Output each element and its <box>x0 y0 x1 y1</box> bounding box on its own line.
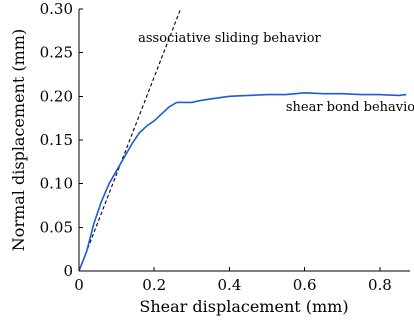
y-axis-title: Normal displacement (mm) <box>9 29 28 251</box>
y-tick-label: 0.15 <box>40 131 73 149</box>
x-tick-label: 0 <box>74 276 84 294</box>
y-tick-label: 0 <box>63 262 73 280</box>
y-tick-label: 0.25 <box>40 44 73 62</box>
y-tick-label: 0.20 <box>40 87 73 105</box>
y-ticks: 0 0.05 0.10 0.15 0.20 0.25 0.30 <box>40 0 83 280</box>
annotation-shear_bond: shear bond behavior <box>286 100 414 115</box>
x-ticks: 0 0.2 0.4 0.6 0.8 <box>74 267 392 294</box>
series-line-associative <box>78 8 182 272</box>
y-tick-label: 0.05 <box>40 218 73 236</box>
x-tick-label: 0.2 <box>142 276 166 294</box>
annotations: associative sliding behavior shear bond b… <box>138 31 414 115</box>
axes <box>78 9 410 272</box>
x-tick-label: 0.6 <box>293 276 317 294</box>
series-line-shear_bond <box>78 92 407 272</box>
x-tick-label: 0.8 <box>368 276 392 294</box>
x-tick-label: 0.4 <box>218 276 242 294</box>
plot-area <box>78 8 407 272</box>
x-axis-title: Shear displacement (mm) <box>139 297 348 316</box>
y-tick-label: 0.10 <box>40 175 73 193</box>
annotation-associative: associative sliding behavior <box>138 31 321 46</box>
y-tick-label: 0.30 <box>40 0 73 18</box>
